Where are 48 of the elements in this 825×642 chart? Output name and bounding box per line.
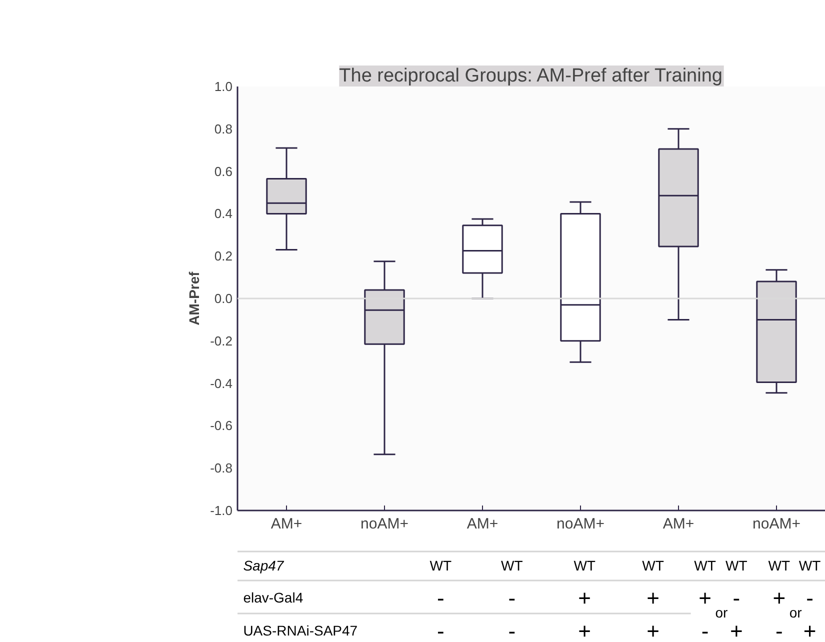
y-tick-label: 1.0 <box>214 79 233 94</box>
text: + <box>578 586 592 610</box>
text: + <box>646 618 660 642</box>
y-tick-label: -0.8 <box>210 460 233 476</box>
y-tick-label: -0.4 <box>210 376 233 391</box>
text: + <box>578 618 592 642</box>
text: WT <box>798 558 822 574</box>
y-tick-label: -1.0 <box>210 503 233 518</box>
text: or <box>789 604 802 620</box>
text: elav-Gal4 <box>243 590 304 606</box>
x-tick-label: noAM+ <box>752 516 801 532</box>
x-tick-label: noAM+ <box>360 516 409 532</box>
text: - <box>508 586 516 610</box>
y-tick-label: 0.8 <box>214 121 233 136</box>
x-tick-label: AM+ <box>662 516 694 532</box>
y-tick-label: 0.4 <box>214 206 233 222</box>
text: + <box>772 586 786 610</box>
text: - <box>436 618 444 642</box>
text: - <box>806 586 814 610</box>
x-tick-label: noAM+ <box>556 516 605 532</box>
text: - <box>776 618 783 642</box>
text: + <box>803 618 816 642</box>
text: + <box>730 618 743 642</box>
y-tick-label: -0.2 <box>210 333 233 348</box>
chart-title: The reciprocal Groups: AM-Pref after Training <box>339 66 722 86</box>
text: WT <box>726 558 748 574</box>
y-tick-label: 0.0 <box>214 291 233 306</box>
text: + <box>698 586 712 610</box>
text: UAS-RNAi-SAP47 <box>243 622 358 638</box>
text: + <box>646 586 660 610</box>
text: - <box>732 586 740 610</box>
text: - <box>701 618 709 642</box>
text: WT <box>768 558 791 574</box>
y-tick-label: 0.2 <box>214 248 233 264</box>
text: - <box>436 586 444 610</box>
text: WT <box>694 558 716 574</box>
text: - <box>508 618 516 642</box>
text: WT <box>501 558 524 574</box>
y-axis-title: AM-Pref <box>186 271 202 326</box>
text: WT <box>430 558 452 574</box>
text: WT <box>642 558 664 574</box>
text: Sap47 <box>243 558 285 574</box>
text: WT <box>574 558 596 574</box>
x-tick-label: AM+ <box>466 516 498 532</box>
text: or <box>715 604 728 620</box>
y-tick-label: 0.6 <box>214 164 233 179</box>
y-tick-label: -0.6 <box>210 418 233 434</box>
x-tick-label: AM+ <box>270 516 302 532</box>
